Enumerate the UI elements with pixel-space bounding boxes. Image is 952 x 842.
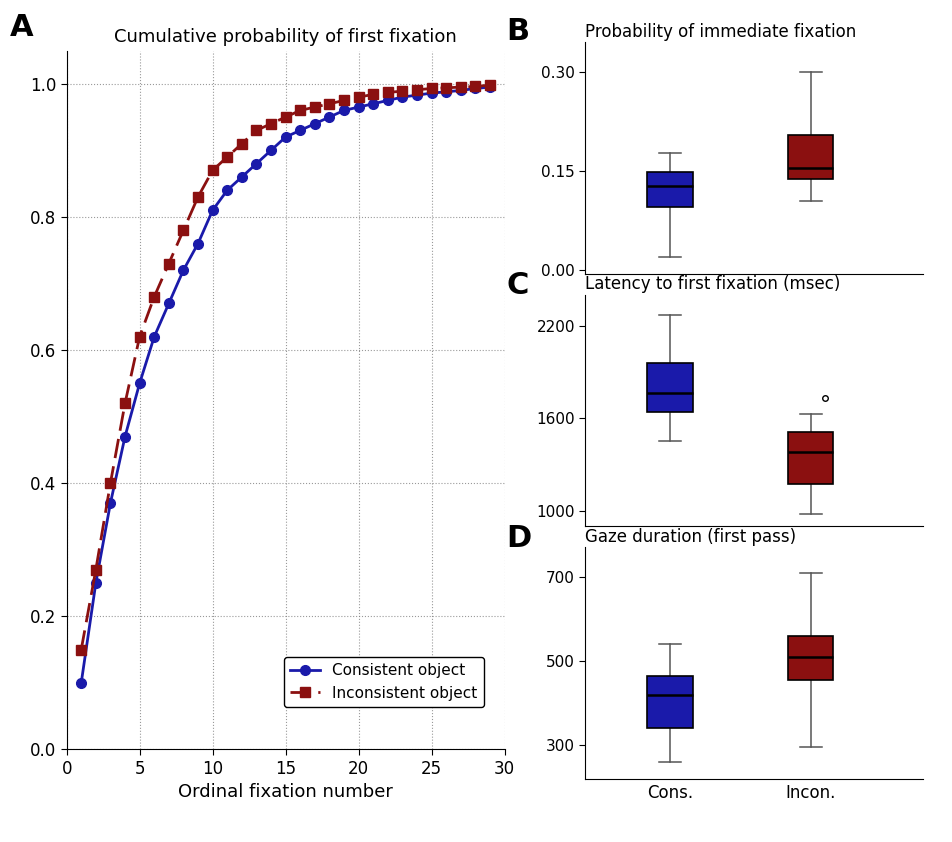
Text: D: D [506, 524, 532, 552]
Consistent object [324, 112, 335, 122]
Line: Consistent object: Consistent object [76, 83, 495, 688]
Inconsistent object [441, 83, 452, 93]
Text: Gaze duration (first pass): Gaze duration (first pass) [585, 528, 797, 546]
Consistent object [338, 105, 349, 115]
Inconsistent object [163, 258, 174, 269]
Consistent object [163, 298, 174, 308]
Text: Probability of immediate fixation: Probability of immediate fixation [585, 23, 857, 40]
Bar [647, 675, 692, 728]
Text: B: B [506, 17, 529, 45]
Consistent object [411, 90, 423, 100]
Inconsistent object [411, 85, 423, 95]
Consistent object [222, 185, 233, 195]
Bar [647, 363, 692, 412]
Inconsistent object [455, 82, 466, 92]
Inconsistent object [309, 102, 321, 112]
Consistent object [353, 102, 365, 112]
Consistent object [75, 678, 87, 688]
Inconsistent object [338, 95, 349, 105]
Inconsistent object [222, 152, 233, 162]
Text: C: C [506, 271, 529, 300]
Inconsistent object [178, 225, 189, 235]
Consistent object [294, 125, 306, 136]
Inconsistent object [485, 80, 496, 90]
Inconsistent object [324, 99, 335, 109]
Inconsistent object [353, 92, 365, 102]
Consistent object [426, 88, 437, 99]
Inconsistent object [280, 112, 291, 122]
Consistent object [149, 332, 160, 342]
Consistent object [119, 431, 130, 441]
Line: Inconsistent object: Inconsistent object [76, 80, 495, 654]
Inconsistent object [250, 125, 262, 136]
Inconsistent object [469, 82, 481, 92]
X-axis label: Ordinal fixation number: Ordinal fixation number [178, 783, 393, 802]
Consistent object [367, 99, 379, 109]
Consistent object [455, 85, 466, 95]
Bar [788, 636, 833, 680]
Inconsistent object [236, 139, 248, 149]
Bar [788, 135, 833, 179]
Consistent object [382, 95, 393, 105]
Consistent object [250, 158, 262, 168]
Consistent object [266, 146, 277, 156]
Inconsistent object [149, 291, 160, 301]
Inconsistent object [207, 165, 218, 175]
Consistent object [236, 172, 248, 182]
Text: Latency to first fixation (msec): Latency to first fixation (msec) [585, 275, 841, 293]
Inconsistent object [294, 105, 306, 115]
Inconsistent object [134, 332, 146, 342]
Consistent object [105, 498, 116, 509]
Inconsistent object [119, 398, 130, 408]
Inconsistent object [426, 83, 437, 93]
Consistent object [90, 578, 102, 588]
Inconsistent object [192, 192, 204, 202]
Inconsistent object [367, 89, 379, 99]
Legend: Consistent object, Inconsistent object: Consistent object, Inconsistent object [284, 657, 484, 706]
Consistent object [134, 378, 146, 388]
Consistent object [178, 265, 189, 275]
Inconsistent object [105, 478, 116, 488]
Consistent object [309, 119, 321, 129]
Consistent object [397, 92, 408, 102]
Text: A: A [10, 13, 33, 41]
Consistent object [280, 132, 291, 142]
Title: Cumulative probability of first fixation: Cumulative probability of first fixation [114, 28, 457, 46]
Consistent object [469, 83, 481, 93]
Consistent object [192, 238, 204, 248]
Inconsistent object [382, 88, 393, 98]
Inconsistent object [75, 644, 87, 654]
Bar [788, 432, 833, 484]
Bar [647, 173, 692, 207]
Inconsistent object [266, 119, 277, 129]
Consistent object [485, 82, 496, 92]
Consistent object [441, 87, 452, 97]
Inconsistent object [90, 565, 102, 575]
Inconsistent object [397, 86, 408, 96]
Consistent object [207, 205, 218, 216]
